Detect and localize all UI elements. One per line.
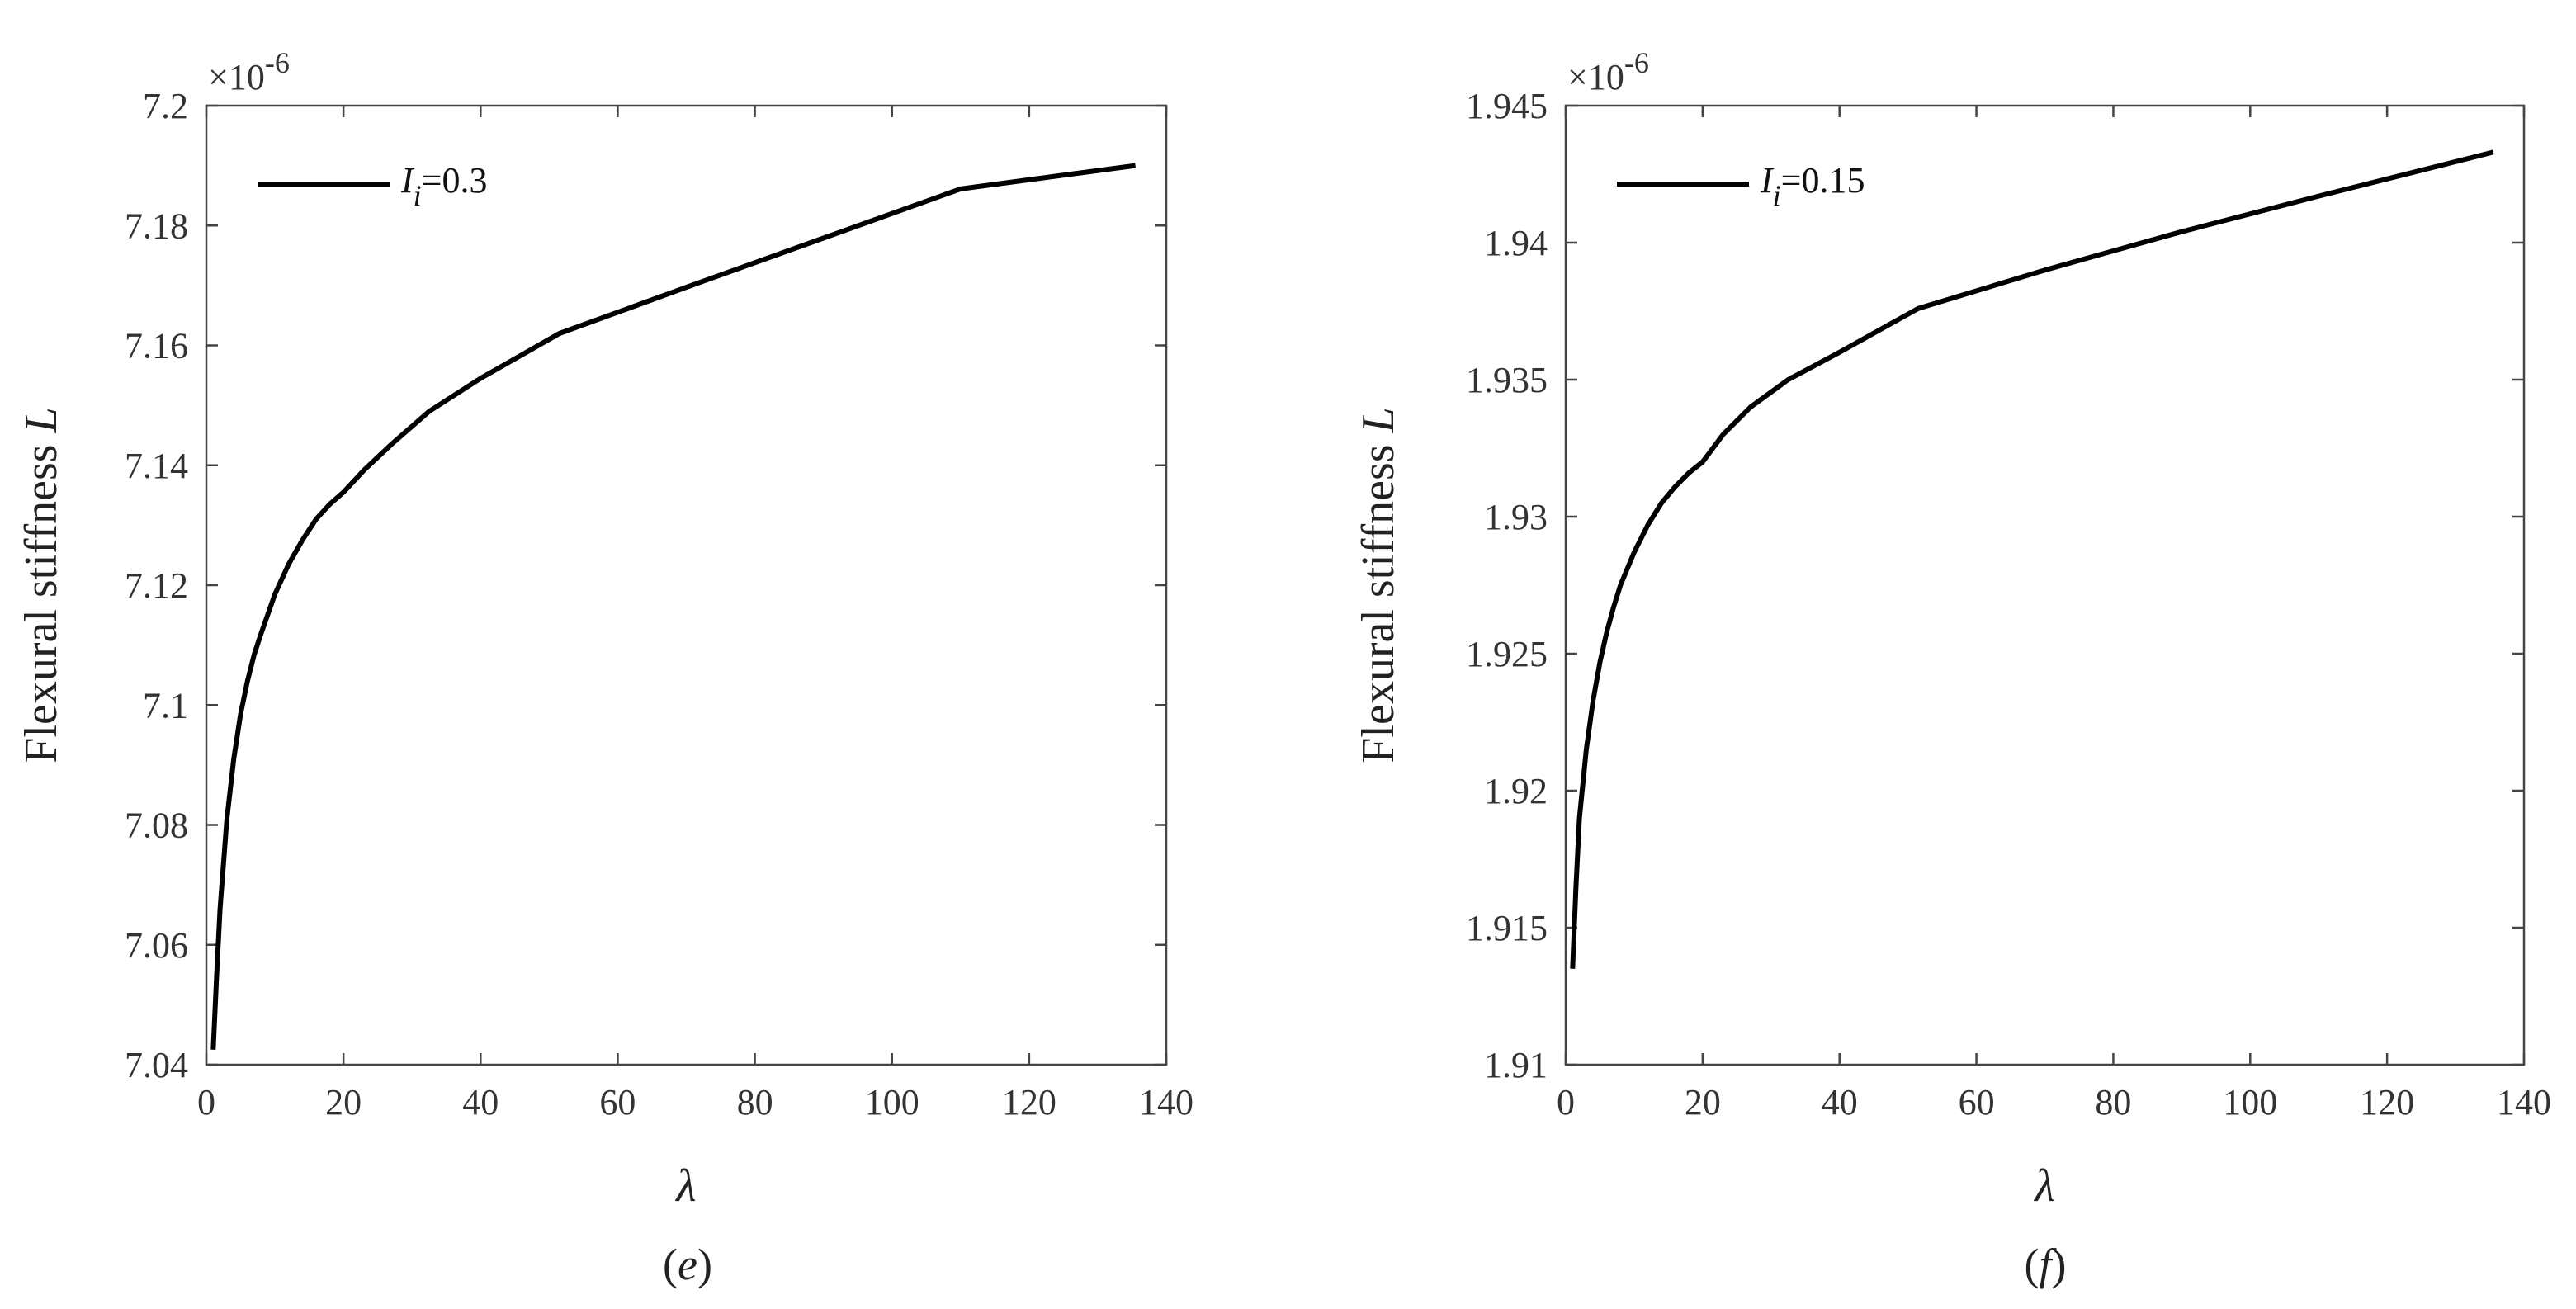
x-tick-label: 100: [865, 1082, 919, 1122]
y-tick-label: 1.92: [1484, 771, 1548, 811]
legend-label: Ii=0.15: [1760, 160, 1865, 212]
legend-label: Ii=0.3: [400, 160, 488, 212]
y-axis-multiplier: ×10-6: [1567, 46, 1649, 97]
y-tick-label: 7.14: [125, 446, 188, 486]
chart-panel-f: 0 20 40 60 80 100 120 140 1.91 1.915 1.92 1.925 1.93…: [1353, 46, 2551, 1289]
series-line: [210, 163, 1136, 1050]
x-tick-label: 60: [599, 1082, 636, 1122]
y-tick-label: 7.1: [143, 685, 188, 725]
x-tick-label: 100: [2223, 1082, 2277, 1122]
x-tick-label: 80: [2095, 1082, 2131, 1122]
plot-frame: [205, 104, 1168, 1066]
y-tick-label: 7.18: [125, 206, 188, 246]
x-tick-label: 20: [1685, 1082, 1721, 1122]
y-axis-multiplier: ×10-6: [208, 46, 290, 97]
x-tick-label: 140: [2497, 1082, 2551, 1122]
y-tick-label: 1.91: [1484, 1045, 1548, 1085]
x-axis-label: λ: [2033, 1160, 2054, 1212]
x-tick-label: 120: [1002, 1082, 1056, 1122]
x-tick-label: 120: [2360, 1082, 2414, 1122]
x-tick-label: 40: [1822, 1082, 1858, 1122]
y-tick-label: 1.925: [1466, 634, 1548, 674]
y-axis-label: Flexural stiffness L: [1353, 407, 1404, 763]
y-tick-label: 7.04: [125, 1045, 188, 1085]
y-tick-label: 1.935: [1466, 360, 1548, 400]
x-tick-label: 0: [1557, 1082, 1575, 1122]
x-tick-label: 20: [325, 1082, 362, 1122]
y-tick-label: 7.06: [125, 925, 188, 966]
x-tick-label: 60: [1959, 1082, 1995, 1122]
y-tick-label: 7.16: [125, 326, 188, 366]
y-tick-label: 1.915: [1466, 908, 1548, 948]
panel-caption: (f): [2025, 1240, 2067, 1289]
y-tick-label: 1.93: [1484, 497, 1548, 537]
x-tick-label: 0: [197, 1082, 215, 1122]
x-tick-label: 80: [737, 1082, 773, 1122]
chart-panel-e: 0 20 40 60 80 100 120 140 7.04 7.06 7.08 7.1 7.12 7.1…: [16, 46, 1193, 1289]
series-line: [1570, 149, 2494, 969]
plot-frame: [1564, 104, 2526, 1066]
y-tick-label: 7.08: [125, 806, 188, 846]
y-tick-label: 1.945: [1466, 86, 1548, 126]
y-axis-label: Flexural stiffness L: [16, 407, 67, 763]
y-tick-label: 7.2: [143, 86, 188, 126]
x-tick-label: 140: [1139, 1082, 1193, 1122]
x-tick-label: 40: [462, 1082, 499, 1122]
y-tick-label: 7.12: [125, 565, 188, 606]
panel-caption: (e): [663, 1240, 712, 1289]
y-tick-label: 1.94: [1484, 223, 1548, 263]
x-axis-label: λ: [674, 1160, 696, 1212]
